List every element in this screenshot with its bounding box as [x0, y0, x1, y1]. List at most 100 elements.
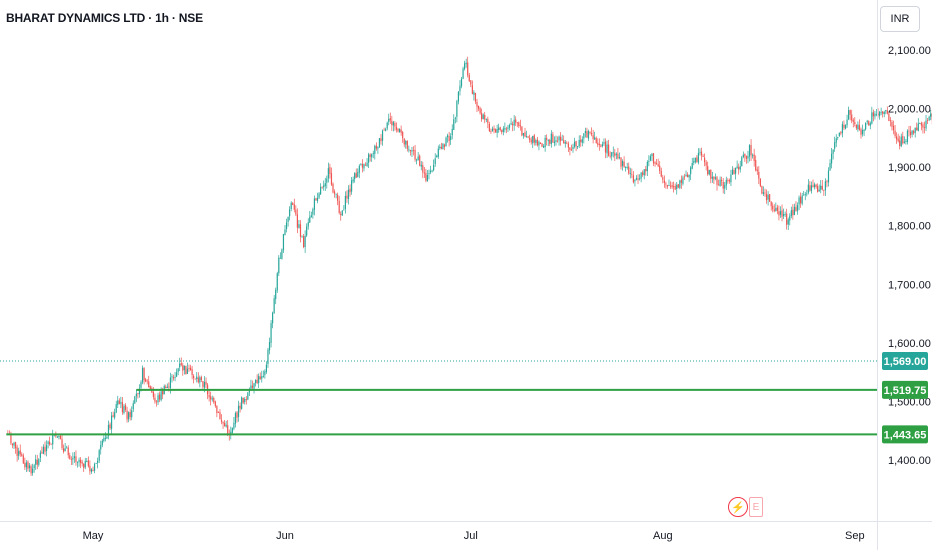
chart-title: BHARAT DYNAMICS LTD · 1h · NSE — [6, 11, 203, 25]
candle-body — [217, 412, 220, 413]
candle-body — [518, 122, 520, 127]
candle-body — [123, 406, 125, 414]
candle-body — [454, 117, 456, 119]
candle-body — [516, 122, 518, 124]
candle-body — [403, 138, 405, 145]
candle-body — [795, 207, 797, 211]
currency-button[interactable]: INR — [880, 6, 920, 32]
candle-body — [629, 172, 631, 174]
candle-body — [292, 202, 294, 205]
candle-body — [755, 160, 757, 171]
candle-body — [524, 132, 526, 137]
price-tick-label: 2,100.00 — [888, 45, 931, 57]
candle-body — [462, 68, 464, 79]
candle-body — [762, 192, 765, 194]
candle-body — [272, 312, 274, 324]
time-axis[interactable]: May Jun Jul Aug Sep — [83, 530, 865, 542]
candle-body — [555, 140, 557, 142]
candle-body — [874, 113, 876, 117]
price-axis[interactable]: 1,400.00 1,500.00 1,600.00 1,700.00 1,800.00… — [888, 45, 931, 467]
candle-body — [179, 363, 181, 368]
candle-body — [745, 155, 748, 159]
candle-body — [268, 342, 271, 351]
candle-body — [149, 386, 151, 389]
candle-body — [445, 137, 447, 146]
candle-body — [651, 153, 653, 157]
candle-body — [659, 165, 661, 171]
candle-body — [597, 142, 599, 145]
candle-body — [289, 209, 291, 217]
candle-body — [349, 188, 351, 193]
candle-body — [193, 375, 195, 379]
candle-body — [366, 162, 368, 167]
candle-body — [600, 145, 602, 147]
candle-body — [538, 141, 540, 146]
candle-body — [704, 157, 706, 163]
candle-body — [244, 398, 246, 403]
candle-body — [440, 146, 442, 149]
dividend-event-icon[interactable]: ⚡ — [728, 497, 748, 517]
candle-body — [708, 169, 710, 175]
candle-body — [465, 62, 467, 65]
candle-body — [487, 119, 489, 124]
candle-body — [346, 195, 348, 199]
candle-body — [849, 110, 851, 115]
candle-body — [176, 372, 178, 377]
candle-body — [106, 436, 108, 439]
candle-body — [448, 136, 450, 141]
candle-body — [865, 123, 867, 130]
candle-body — [863, 129, 865, 131]
candle-body — [279, 257, 281, 259]
candle-body — [665, 183, 667, 185]
candle-body — [49, 441, 51, 445]
candle-body — [66, 447, 68, 449]
candle-body — [857, 124, 859, 130]
candle-body — [685, 174, 687, 177]
candle-body — [199, 377, 201, 383]
candle-body — [590, 133, 593, 135]
candle-body — [307, 222, 309, 227]
candle-body — [508, 125, 511, 128]
candle-body — [496, 129, 498, 133]
candle-body — [888, 113, 890, 121]
candle-body — [259, 376, 261, 380]
candle-body — [227, 425, 229, 434]
candle-body — [247, 392, 249, 400]
candle-body — [779, 211, 782, 215]
candle-body — [676, 185, 678, 189]
candle-body — [721, 180, 723, 182]
candle-body — [841, 124, 844, 134]
candle-body — [450, 136, 452, 141]
candle-body — [635, 177, 638, 180]
candle-body — [177, 368, 179, 373]
candle-body — [618, 157, 621, 159]
candle-body — [202, 380, 204, 387]
price-tick-label: 1,500.00 — [888, 396, 931, 408]
candle-body — [75, 456, 77, 462]
candle-body — [742, 154, 744, 158]
candle-body — [411, 150, 413, 152]
candle-body — [162, 390, 164, 395]
candle-body — [275, 290, 277, 300]
candle-body — [541, 143, 543, 147]
candle-body — [479, 108, 481, 114]
candle-body — [315, 198, 317, 201]
candle-body — [10, 434, 12, 444]
candle-body — [112, 415, 114, 417]
candle-body — [214, 401, 216, 407]
candle-body — [429, 170, 432, 173]
candle-body — [686, 174, 689, 178]
candle-body — [827, 170, 830, 183]
candle-body — [634, 179, 636, 182]
earnings-event-icon[interactable]: E — [749, 497, 763, 517]
candle-body — [660, 170, 662, 177]
candle-body — [488, 123, 490, 132]
candle-body — [817, 186, 819, 192]
candle-body — [126, 410, 128, 420]
candle-body — [358, 165, 360, 173]
candle-body — [677, 184, 679, 188]
candle-body — [62, 448, 65, 452]
candle-body — [490, 130, 492, 132]
candle-body — [344, 195, 346, 209]
